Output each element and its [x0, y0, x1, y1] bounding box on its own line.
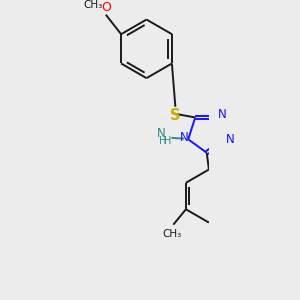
Text: N: N — [157, 127, 166, 140]
Text: O: O — [101, 1, 111, 14]
Text: S: S — [170, 108, 181, 123]
Text: CH₃: CH₃ — [162, 229, 182, 239]
Text: CH₃: CH₃ — [84, 0, 103, 10]
Text: N: N — [180, 131, 189, 144]
Text: H: H — [164, 136, 172, 146]
Text: N: N — [226, 133, 235, 146]
Text: N: N — [218, 108, 227, 121]
Text: H: H — [159, 136, 167, 146]
